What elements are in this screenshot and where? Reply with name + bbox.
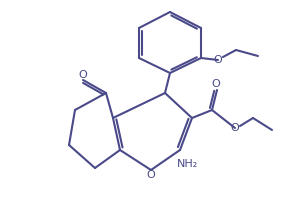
Text: O: O xyxy=(212,79,220,89)
Text: NH₂: NH₂ xyxy=(177,159,199,169)
Text: O: O xyxy=(79,70,87,80)
Text: O: O xyxy=(214,55,222,65)
Text: O: O xyxy=(147,170,155,180)
Text: O: O xyxy=(231,123,239,133)
